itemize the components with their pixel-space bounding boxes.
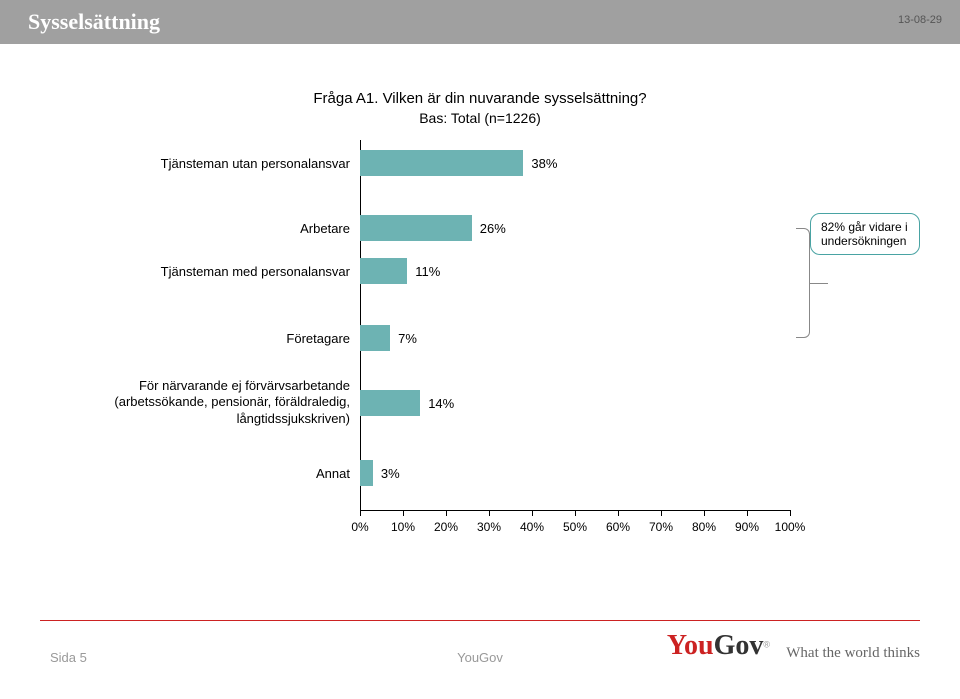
value-label: 14% (428, 396, 454, 411)
value-label: 38% (531, 156, 557, 171)
x-tick (403, 510, 404, 516)
category-label: Tjänsteman med personalansvar (50, 264, 350, 280)
x-tick-label: 0% (351, 520, 368, 534)
header-bar: Sysselsättning (0, 0, 960, 44)
date-label: 13-08-29 (898, 14, 942, 26)
logo-tagline: What the world thinks (786, 645, 920, 662)
category-label: För närvarande ej förvärvsarbetande (arb… (50, 378, 350, 427)
x-tick-label: 80% (692, 520, 716, 534)
x-tick (790, 510, 791, 516)
chart-subtitle: Bas: Total (n=1226) (0, 110, 960, 126)
plot-area: 0%10%20%30%40%50%60%70%80%90%100% (360, 140, 790, 510)
x-tick-label: 30% (477, 520, 501, 534)
bar (360, 150, 523, 176)
x-tick-label: 100% (775, 520, 806, 534)
x-tick (704, 510, 705, 516)
bar (360, 460, 373, 486)
value-label: 26% (480, 221, 506, 236)
footer-divider (40, 620, 920, 621)
x-tick (661, 510, 662, 516)
callout-lead (810, 283, 828, 284)
x-tick (446, 510, 447, 516)
chart-title: Fråga A1. Vilken är din nuvarande syssel… (0, 90, 960, 107)
x-tick-label: 60% (606, 520, 630, 534)
chart-area: 0%10%20%30%40%50%60%70%80%90%100% Tjänst… (50, 140, 910, 550)
x-tick-label: 10% (391, 520, 415, 534)
x-tick-label: 40% (520, 520, 544, 534)
yougov-logo: YouGov® (667, 630, 770, 662)
logo-registered: ® (763, 640, 770, 650)
x-tick (360, 510, 361, 516)
page: Sysselsättning 13-08-29 Fråga A1. Vilken… (0, 0, 960, 699)
bar (360, 215, 472, 241)
x-tick (532, 510, 533, 516)
x-tick-label: 70% (649, 520, 673, 534)
callout-bracket (796, 228, 810, 338)
x-tick (489, 510, 490, 516)
value-label: 7% (398, 331, 417, 346)
category-label: Företagare (50, 331, 350, 347)
x-tick (618, 510, 619, 516)
x-tick-label: 20% (434, 520, 458, 534)
x-tick (747, 510, 748, 516)
category-label: Arbetare (50, 221, 350, 237)
x-tick-label: 50% (563, 520, 587, 534)
category-label: Annat (50, 466, 350, 482)
bar (360, 258, 407, 284)
logo-you: You (667, 630, 714, 661)
value-label: 3% (381, 466, 400, 481)
page-title: Sysselsättning (28, 9, 160, 35)
logo-gov: Gov (714, 630, 764, 661)
bar (360, 390, 420, 416)
category-label: Tjänsteman utan personalansvar (50, 156, 350, 172)
x-tick-label: 90% (735, 520, 759, 534)
x-tick (575, 510, 576, 516)
bar (360, 325, 390, 351)
value-label: 11% (415, 264, 440, 279)
callout-box: 82% går vidare i undersökningen (810, 213, 920, 255)
